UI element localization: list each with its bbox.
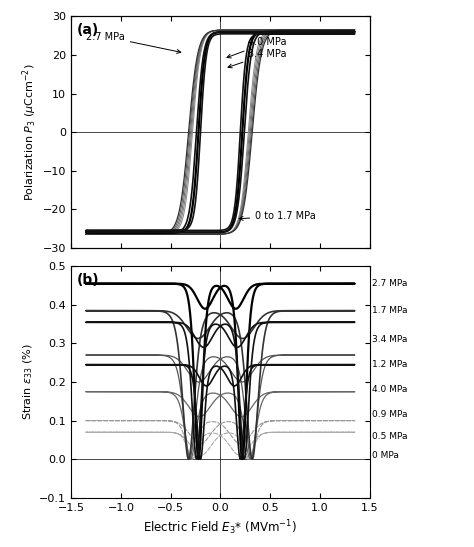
Text: 0 to 1.7 MPa: 0 to 1.7 MPa: [239, 211, 316, 221]
Text: 0 MPa: 0 MPa: [372, 451, 399, 460]
Text: 3.4 MPa: 3.4 MPa: [228, 49, 287, 68]
X-axis label: Electric Field $E_3$* (MVm$^{-1}$): Electric Field $E_3$* (MVm$^{-1}$): [144, 518, 297, 537]
Text: 0.9 MPa: 0.9 MPa: [372, 410, 407, 420]
Text: 4.0 MPa: 4.0 MPa: [227, 37, 287, 58]
Text: 2.7 MPa: 2.7 MPa: [86, 32, 181, 54]
Text: 0.5 MPa: 0.5 MPa: [372, 432, 407, 440]
Text: 3.4 MPa: 3.4 MPa: [372, 335, 407, 344]
Y-axis label: Polarization $P_3$ ($\mu$Ccm$^{-2}$): Polarization $P_3$ ($\mu$Ccm$^{-2}$): [20, 63, 38, 201]
Text: 4.0 MPa: 4.0 MPa: [372, 385, 407, 394]
Text: (a): (a): [77, 24, 100, 37]
Text: 2.7 MPa: 2.7 MPa: [372, 279, 407, 288]
Y-axis label: Strain $\varepsilon_{33}$ (%): Strain $\varepsilon_{33}$ (%): [21, 344, 35, 420]
Text: 1.2 MPa: 1.2 MPa: [372, 360, 407, 369]
Text: (b): (b): [77, 274, 100, 287]
Text: 1.7 MPa: 1.7 MPa: [372, 306, 407, 315]
